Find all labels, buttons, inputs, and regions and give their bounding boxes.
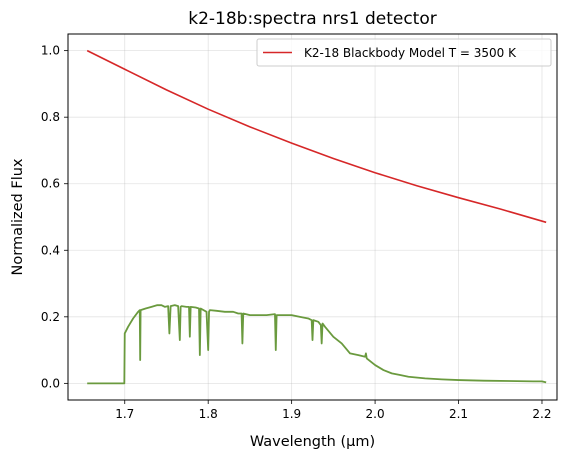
plot-frame: [67, 33, 558, 401]
y-axis-label: Normalized Flux: [10, 158, 26, 275]
y-tick-label: 0.4: [41, 243, 60, 257]
series-layer: [86, 49, 547, 385]
x-tick-label: 2.2: [532, 407, 551, 421]
y-tick-label: 0.8: [41, 110, 60, 124]
legend: K2-18 Blackbody Model T = 3500 K: [256, 38, 552, 67]
x-tick-label: 2.1: [449, 407, 468, 421]
y-tick-label: 1.0: [41, 44, 60, 58]
x-tick-label: 1.8: [199, 407, 218, 421]
chart-title: k2-18b:spectra nrs1 detector: [188, 9, 437, 29]
grid: [68, 34, 557, 400]
x-tick-label: 1.9: [282, 407, 301, 421]
x-tick-label: 1.7: [115, 407, 134, 421]
series-line-1: [87, 304, 547, 385]
series-line-0: [86, 49, 547, 224]
legend-label: K2-18 Blackbody Model T = 3500 K: [304, 46, 517, 60]
x-tick-label: 2.0: [366, 407, 385, 421]
y-tick-label: 0.2: [41, 310, 60, 324]
legend-box: [256, 38, 552, 67]
y-tick-label: 0.6: [41, 177, 60, 191]
y-tick-label: 0.0: [41, 376, 60, 390]
x-axis-label: Wavelength (µm): [250, 434, 375, 450]
ticks: 1.7 1.8 1.9 2.0 2.1 2.2 0.0 0.2 0.4 0.6 0.8 1.0: [41, 44, 552, 421]
